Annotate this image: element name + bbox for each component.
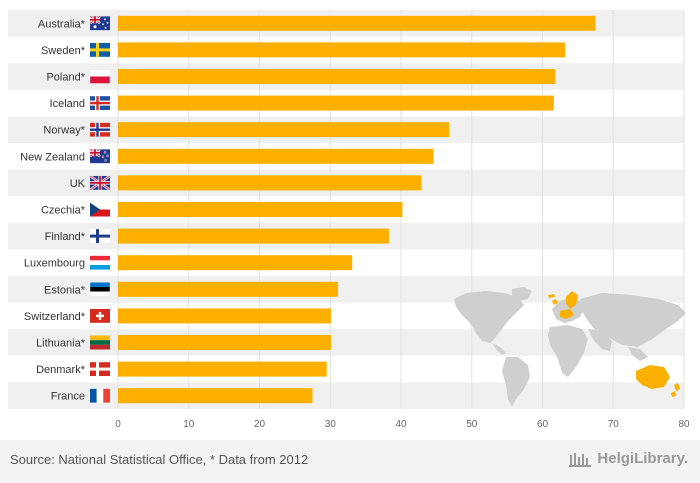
- bar[interactable]: [118, 335, 331, 350]
- x-tick-label: 50: [466, 419, 478, 430]
- brand-logo[interactable]: HelgiLibrary.: [569, 450, 688, 467]
- bar-chart: Australia* Sweden* Poland* Iceland Norway* Ne…: [8, 10, 690, 430]
- x-tick-label: 40: [395, 419, 407, 430]
- category-label: Poland*: [46, 72, 85, 84]
- flag-iceland-icon: [90, 96, 110, 111]
- flag-sweden-icon: [90, 42, 110, 57]
- category-label: New Zealand: [20, 151, 85, 163]
- category-label: Luxembourg: [24, 258, 85, 270]
- x-tick-label: 80: [678, 419, 690, 430]
- flag-new-zealand-icon: [90, 149, 110, 164]
- category-label: Lithuania*: [36, 338, 86, 350]
- category-label: Sweden*: [41, 45, 86, 57]
- category-label: Switzerland*: [24, 311, 86, 323]
- x-tick-label: 20: [254, 419, 266, 430]
- flag-estonia-icon: [90, 282, 110, 297]
- category-label: Finland*: [45, 231, 86, 243]
- category-label: Denmark*: [36, 364, 86, 376]
- brand-name: HelgiLibrary.: [597, 450, 688, 467]
- category-label: Iceland: [50, 98, 85, 110]
- category-label: Estonia*: [44, 284, 86, 296]
- bar[interactable]: [118, 95, 554, 111]
- flag-finland-icon: [90, 229, 110, 244]
- bar[interactable]: [118, 148, 434, 164]
- x-tick-label: 60: [537, 419, 549, 430]
- bar[interactable]: [118, 69, 556, 84]
- flag-uk-icon: [90, 175, 110, 190]
- bar[interactable]: [118, 308, 331, 324]
- flag-denmark-icon: [90, 362, 110, 377]
- x-tick-label: 70: [608, 419, 620, 430]
- category-label: France: [51, 391, 85, 403]
- bar[interactable]: [118, 361, 327, 377]
- source-note: Source: National Statistical Office, * D…: [10, 452, 309, 467]
- bar[interactable]: [118, 175, 422, 191]
- x-tick-label: 10: [183, 419, 195, 430]
- flag-poland-icon: [90, 69, 110, 84]
- category-label: UK: [70, 178, 86, 190]
- bar[interactable]: [118, 122, 450, 138]
- bar[interactable]: [118, 228, 389, 244]
- bar[interactable]: [118, 202, 403, 217]
- bar[interactable]: [118, 15, 596, 31]
- bar[interactable]: [118, 255, 353, 271]
- flag-australia-icon: [90, 16, 110, 31]
- world-map-icon: [454, 287, 686, 407]
- flag-czechia-icon: [90, 202, 110, 217]
- flag-luxembourg-icon: [90, 255, 110, 270]
- category-label: Australia*: [38, 18, 86, 30]
- category-label: Norway*: [43, 125, 85, 137]
- bar[interactable]: [118, 281, 339, 297]
- bar[interactable]: [118, 388, 313, 404]
- x-tick-label: 0: [115, 419, 121, 430]
- x-tick-label: 30: [325, 419, 337, 430]
- library-logo-icon: [569, 452, 592, 467]
- bar[interactable]: [118, 42, 566, 58]
- flag-switzerland-icon: [90, 308, 110, 323]
- category-label: Czechia*: [41, 205, 86, 217]
- flag-norway-icon: [90, 122, 110, 137]
- footer: Source: National Statistical Office, * D…: [0, 440, 700, 483]
- flag-lithuania-icon: [90, 335, 110, 350]
- flag-france-icon: [90, 388, 110, 403]
